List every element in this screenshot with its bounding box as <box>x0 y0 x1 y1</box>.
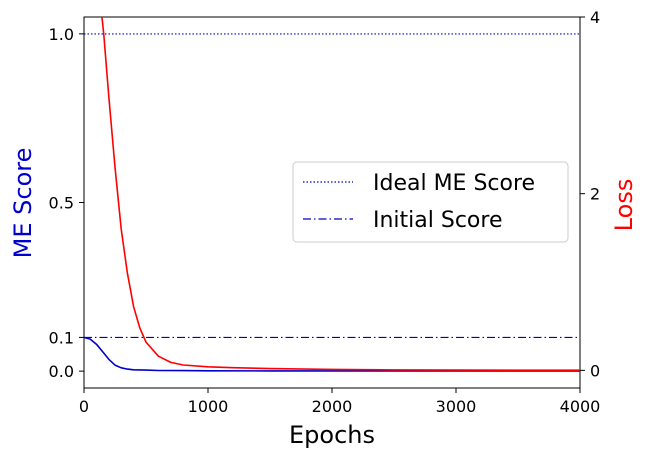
series-loss <box>101 17 580 372</box>
series-layer <box>84 17 580 372</box>
y-right-tick-label: 0 <box>590 361 600 380</box>
y-axis-left-ticks: 0.0 0.1 0.5 1.0 <box>49 25 84 381</box>
y-axis-left-title: ME Score <box>9 148 37 259</box>
y-left-tick-label: 1.0 <box>49 25 74 44</box>
x-tick-label: 2000 <box>312 397 353 416</box>
legend-label-ideal: Ideal ME Score <box>373 171 535 196</box>
x-axis-ticks: 0 1000 2000 3000 4000 <box>79 388 600 416</box>
y-left-tick-label: 0.0 <box>49 362 74 381</box>
y-right-tick-label: 4 <box>590 8 600 27</box>
y-axis-right-ticks: 0 2 4 <box>580 8 600 380</box>
y-axis-right-title: Loss <box>610 179 638 232</box>
y-right-tick-label: 2 <box>590 185 600 204</box>
legend: Ideal ME Score Initial Score <box>292 161 569 243</box>
x-tick-label: 0 <box>79 397 89 416</box>
x-tick-label: 3000 <box>436 397 477 416</box>
x-tick-label: 1000 <box>188 397 229 416</box>
y-left-tick-label: 0.1 <box>49 328 74 347</box>
x-axis-title: Epochs <box>289 421 375 449</box>
series-me-score <box>84 336 580 372</box>
legend-label-initial: Initial Score <box>373 208 503 233</box>
x-tick-label: 4000 <box>560 397 601 416</box>
legend-box <box>292 161 569 243</box>
y-left-tick-label: 0.5 <box>49 194 74 213</box>
